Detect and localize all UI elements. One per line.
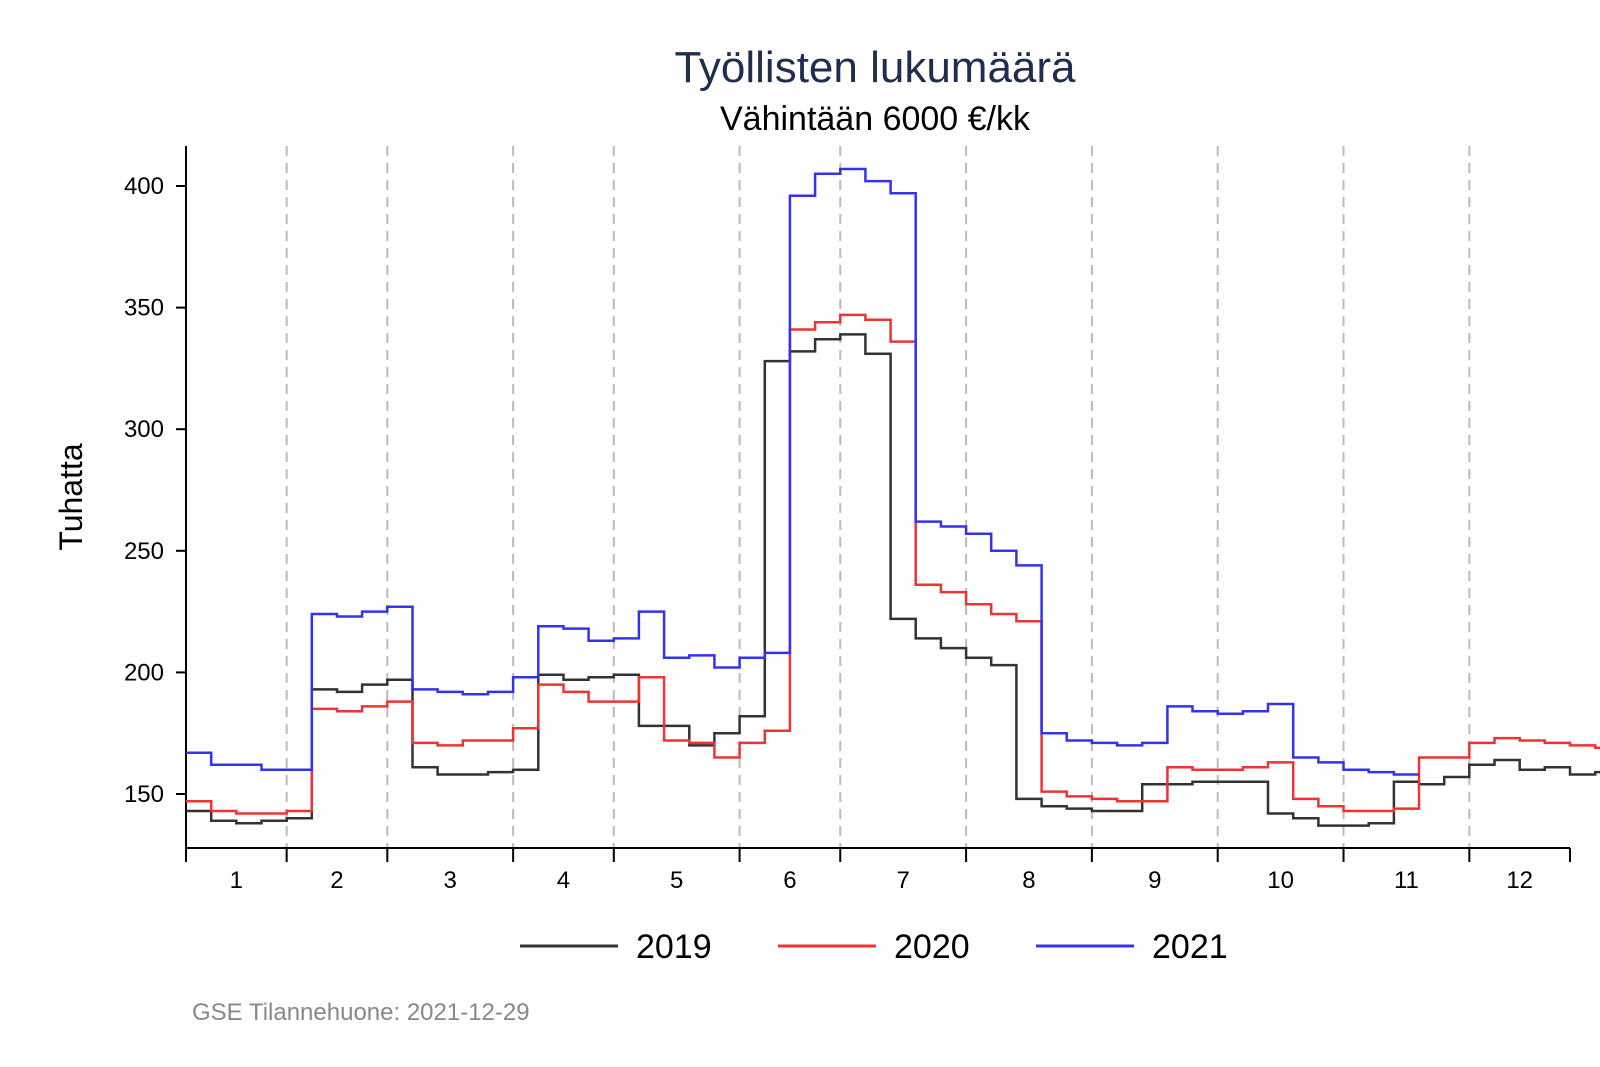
y-tick-label: 150 <box>124 781 164 808</box>
y-tick-label: 300 <box>124 416 164 443</box>
x-tick-label: 11 <box>1394 867 1419 894</box>
chart-title: Työllisten lukumäärä <box>674 43 1076 92</box>
legend-label-2019: 2019 <box>636 928 712 966</box>
y-tick-label: 350 <box>124 295 164 322</box>
x-tick-label: 8 <box>1022 867 1035 894</box>
series-line-2021 <box>186 167 1419 776</box>
y-tick-label: 400 <box>124 173 164 200</box>
legend: 2019 2020 2021 <box>520 928 1228 966</box>
y-tick-label: 250 <box>124 538 164 565</box>
legend-label-2021: 2021 <box>1152 928 1228 966</box>
x-tick-label: 7 <box>896 867 909 894</box>
x-tick-label: 1 <box>230 867 243 894</box>
chart-subtitle: Vähintään 6000 €/kk <box>720 100 1031 138</box>
x-tick-label: 2 <box>330 867 343 894</box>
legend-label-2020: 2020 <box>894 928 970 966</box>
series-line-2019 <box>186 333 1600 827</box>
x-tick-label: 4 <box>557 867 570 894</box>
x-tick-label: 12 <box>1506 867 1533 894</box>
y-tick-label: 200 <box>124 659 164 686</box>
month-gridlines <box>285 146 1471 848</box>
y-axis-label: Tuhatta <box>53 443 89 551</box>
x-tick-label: 6 <box>783 867 796 894</box>
x-axis-ticks: 1 2 3 4 5 6 7 8 9 10 11 12 <box>185 848 1571 894</box>
axes <box>185 146 1570 849</box>
x-tick-label: 3 <box>444 867 457 894</box>
series-line-2020 <box>186 313 1600 815</box>
x-tick-label: 9 <box>1148 867 1161 894</box>
series-lines <box>186 167 1600 827</box>
source-note: GSE Tilannehuone: 2021-12-29 <box>192 999 530 1026</box>
x-tick-label: 5 <box>670 867 683 894</box>
x-tick-label: 10 <box>1267 867 1294 894</box>
y-axis-ticks: 150 200 250 300 350 400 <box>124 173 186 808</box>
